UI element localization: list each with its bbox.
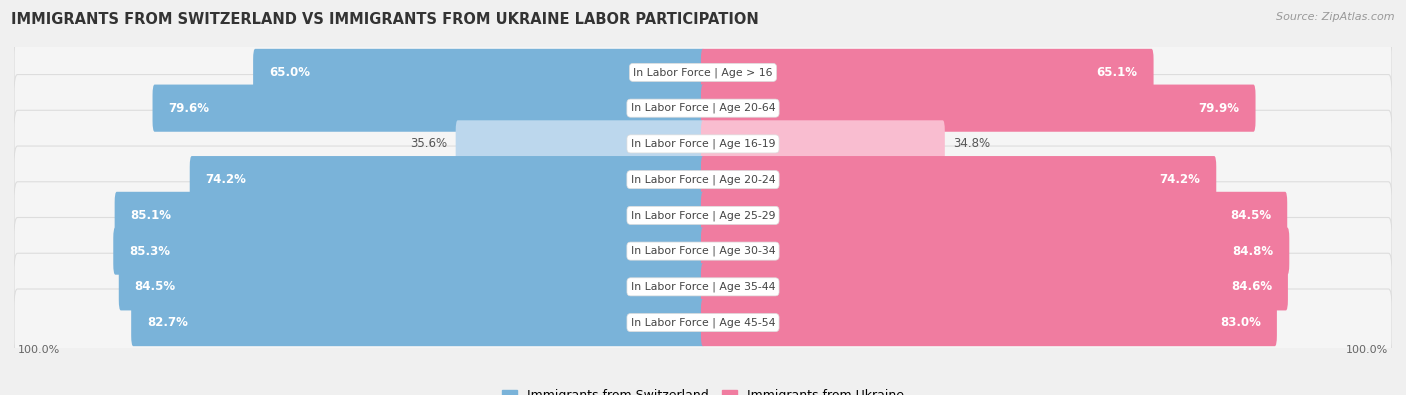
Text: Source: ZipAtlas.com: Source: ZipAtlas.com bbox=[1277, 12, 1395, 22]
Text: 65.1%: 65.1% bbox=[1097, 66, 1137, 79]
FancyBboxPatch shape bbox=[702, 263, 1288, 310]
Text: 84.5%: 84.5% bbox=[1230, 209, 1271, 222]
Text: In Labor Force | Age > 16: In Labor Force | Age > 16 bbox=[633, 67, 773, 78]
Text: In Labor Force | Age 35-44: In Labor Force | Age 35-44 bbox=[631, 282, 775, 292]
Text: 84.6%: 84.6% bbox=[1230, 280, 1272, 293]
FancyBboxPatch shape bbox=[14, 110, 1392, 177]
FancyBboxPatch shape bbox=[14, 146, 1392, 213]
FancyBboxPatch shape bbox=[253, 49, 704, 96]
Text: 84.5%: 84.5% bbox=[135, 280, 176, 293]
FancyBboxPatch shape bbox=[14, 253, 1392, 320]
FancyBboxPatch shape bbox=[702, 120, 945, 167]
FancyBboxPatch shape bbox=[14, 218, 1392, 285]
Text: 84.8%: 84.8% bbox=[1232, 245, 1274, 258]
Text: 74.2%: 74.2% bbox=[205, 173, 246, 186]
FancyBboxPatch shape bbox=[14, 39, 1392, 106]
Text: 34.8%: 34.8% bbox=[953, 137, 990, 150]
Text: 82.7%: 82.7% bbox=[148, 316, 188, 329]
Text: 79.6%: 79.6% bbox=[169, 102, 209, 115]
Text: 85.1%: 85.1% bbox=[131, 209, 172, 222]
Text: In Labor Force | Age 30-34: In Labor Force | Age 30-34 bbox=[631, 246, 775, 256]
FancyBboxPatch shape bbox=[14, 182, 1392, 249]
FancyBboxPatch shape bbox=[152, 85, 704, 132]
Text: 83.0%: 83.0% bbox=[1220, 316, 1261, 329]
Text: In Labor Force | Age 20-24: In Labor Force | Age 20-24 bbox=[631, 174, 775, 185]
FancyBboxPatch shape bbox=[702, 192, 1288, 239]
Text: 100.0%: 100.0% bbox=[1347, 345, 1389, 355]
Text: 35.6%: 35.6% bbox=[411, 137, 447, 150]
Text: In Labor Force | Age 20-64: In Labor Force | Age 20-64 bbox=[631, 103, 775, 113]
Text: 74.2%: 74.2% bbox=[1160, 173, 1201, 186]
Text: 79.9%: 79.9% bbox=[1199, 102, 1240, 115]
FancyBboxPatch shape bbox=[131, 299, 704, 346]
FancyBboxPatch shape bbox=[14, 289, 1392, 356]
FancyBboxPatch shape bbox=[702, 299, 1277, 346]
Text: In Labor Force | Age 45-54: In Labor Force | Age 45-54 bbox=[631, 317, 775, 328]
FancyBboxPatch shape bbox=[702, 156, 1216, 203]
FancyBboxPatch shape bbox=[115, 192, 704, 239]
FancyBboxPatch shape bbox=[702, 228, 1289, 275]
FancyBboxPatch shape bbox=[14, 75, 1392, 142]
FancyBboxPatch shape bbox=[118, 263, 704, 310]
FancyBboxPatch shape bbox=[702, 85, 1256, 132]
FancyBboxPatch shape bbox=[114, 228, 704, 275]
Text: 65.0%: 65.0% bbox=[269, 66, 309, 79]
Text: 100.0%: 100.0% bbox=[17, 345, 59, 355]
Legend: Immigrants from Switzerland, Immigrants from Ukraine: Immigrants from Switzerland, Immigrants … bbox=[498, 384, 908, 395]
FancyBboxPatch shape bbox=[190, 156, 704, 203]
FancyBboxPatch shape bbox=[456, 120, 704, 167]
FancyBboxPatch shape bbox=[702, 49, 1153, 96]
Text: In Labor Force | Age 25-29: In Labor Force | Age 25-29 bbox=[631, 210, 775, 221]
Text: 85.3%: 85.3% bbox=[129, 245, 170, 258]
Text: In Labor Force | Age 16-19: In Labor Force | Age 16-19 bbox=[631, 139, 775, 149]
Text: IMMIGRANTS FROM SWITZERLAND VS IMMIGRANTS FROM UKRAINE LABOR PARTICIPATION: IMMIGRANTS FROM SWITZERLAND VS IMMIGRANT… bbox=[11, 12, 759, 27]
